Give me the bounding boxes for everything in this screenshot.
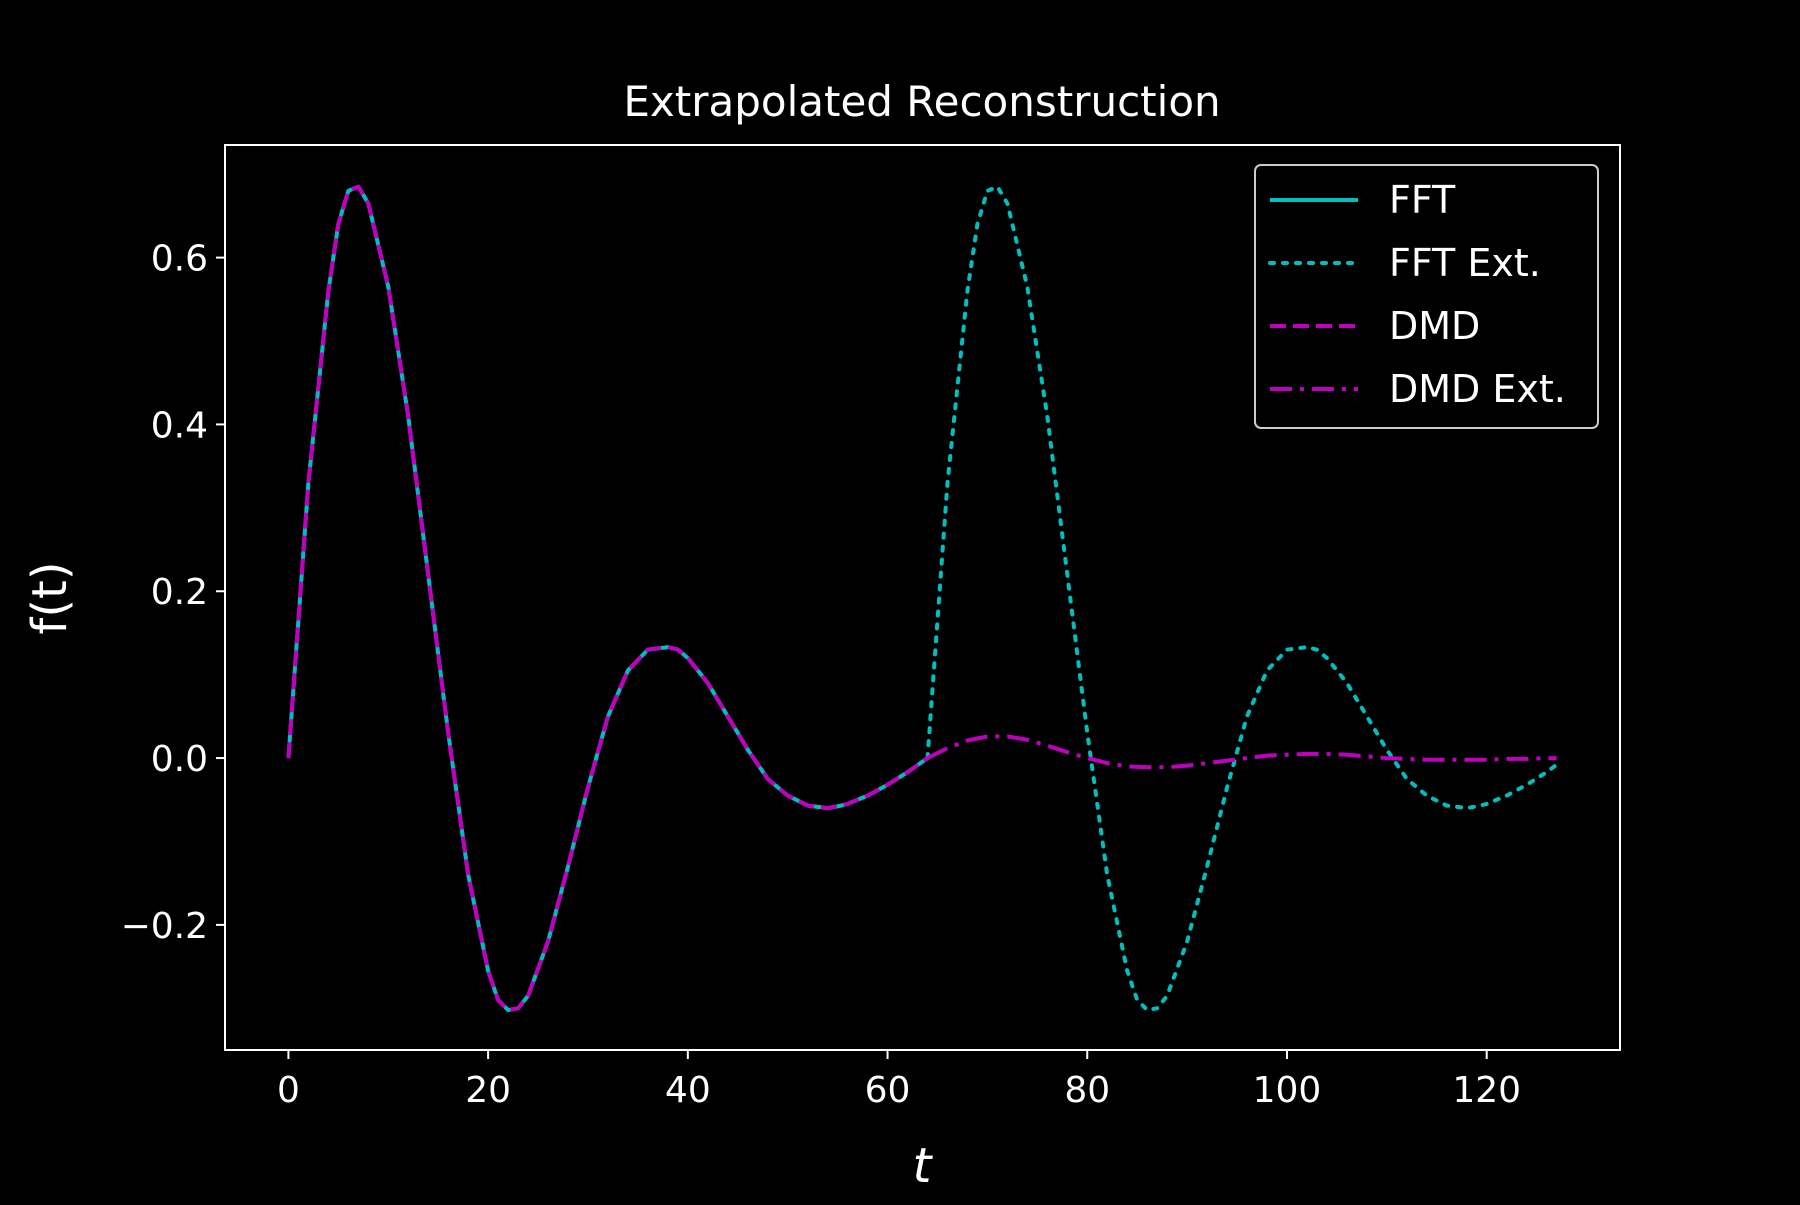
plot-frame xyxy=(224,144,1621,1051)
series-line-fft-ext xyxy=(925,184,1559,1012)
legend-box xyxy=(1254,164,1599,429)
x-tick-label: 40 xyxy=(665,1070,711,1111)
y-axis-ticks: −0.2 0.0 0.2 0.4 0.6 xyxy=(121,239,225,947)
y-tick-label: 0.4 xyxy=(151,405,208,446)
y-tick-label: 0.0 xyxy=(151,739,208,780)
legend-label-dmd: DMD xyxy=(1389,304,1480,348)
x-tick-label: 100 xyxy=(1253,1070,1322,1111)
y-tick-label: 0.2 xyxy=(151,572,208,613)
series-line-dmd xyxy=(286,184,929,1012)
y-axis-label: f(t) xyxy=(22,561,78,634)
x-tick-label: 20 xyxy=(465,1070,511,1111)
x-axis-ticks: 0 20 40 60 80 100 120 xyxy=(277,1050,1521,1111)
y-tick-label: −0.2 xyxy=(121,906,208,947)
legend-label-dmd-ext: DMD Ext. xyxy=(1389,367,1566,411)
legend-label-fft-ext: FFT Ext. xyxy=(1389,241,1541,285)
x-tick-label: 80 xyxy=(1064,1070,1110,1111)
legend: FFT FFT Ext. DMD DMD Ext. xyxy=(1254,164,1599,429)
chart-title: Extrapolated Reconstruction xyxy=(623,77,1220,126)
x-tick-label: 120 xyxy=(1452,1070,1521,1111)
series-layer xyxy=(286,184,1559,1012)
x-tick-label: 60 xyxy=(865,1070,911,1111)
legend-label-fft: FFT xyxy=(1389,178,1456,222)
y-tick-label: 0.6 xyxy=(151,239,208,280)
x-axis-label: t xyxy=(913,1138,934,1194)
legend-items: FFT FFT Ext. DMD DMD Ext. xyxy=(1268,178,1566,411)
x-tick-label: 0 xyxy=(277,1070,300,1111)
